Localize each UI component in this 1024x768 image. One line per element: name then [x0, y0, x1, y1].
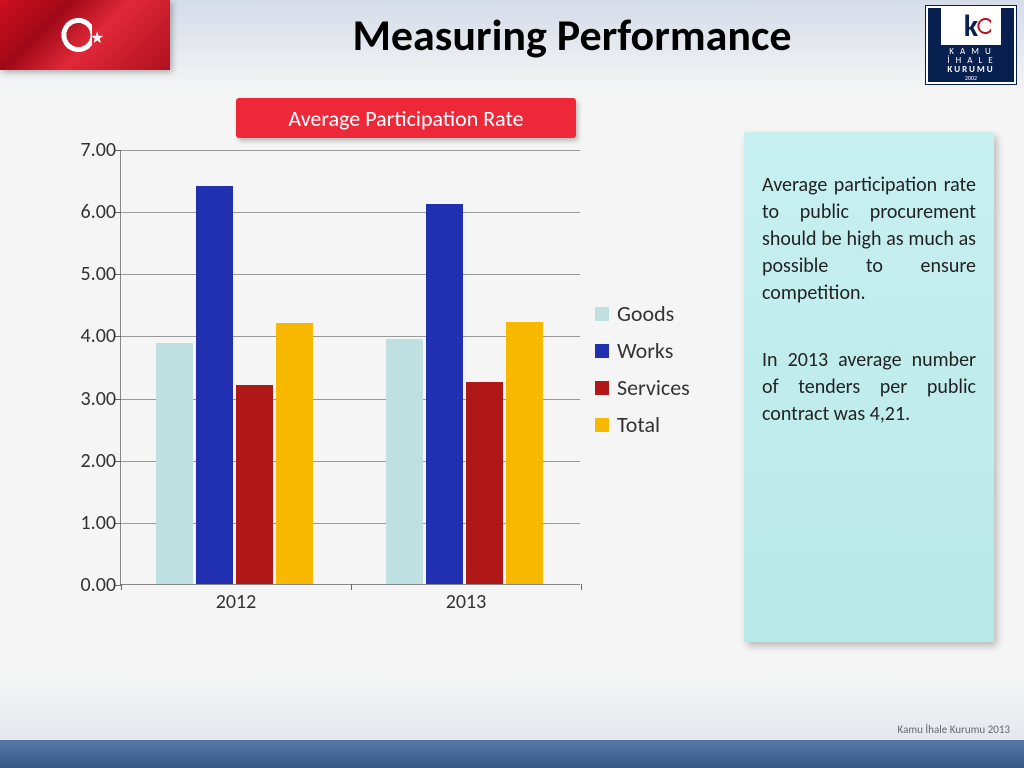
x-tick-label: 2012	[216, 590, 257, 614]
legend-label: Total	[617, 411, 660, 438]
chart-title: Average Participation Rate	[236, 98, 576, 138]
legend-item: Works	[595, 337, 690, 364]
legend-swatch	[595, 381, 609, 395]
footer-text: Kamu İhale Kurumu 2013	[898, 723, 1010, 736]
logo-letter: k	[941, 8, 1001, 45]
legend-swatch	[595, 418, 609, 432]
y-tick-label: 7.00	[66, 138, 116, 162]
turkish-flag: ★	[0, 0, 170, 70]
legend-swatch	[595, 344, 609, 358]
info-paragraph-2: In 2013 average number of tenders per pu…	[762, 347, 976, 428]
chart-legend: Goods Works Services Total	[595, 300, 690, 448]
info-panel: Average participation rate to public pro…	[744, 132, 994, 642]
slide-title: Measuring Performance	[120, 8, 1024, 62]
footer-bar	[0, 740, 1024, 768]
legend-label: Works	[617, 337, 673, 364]
legend-label: Services	[617, 374, 690, 401]
y-tick-label: 3.00	[66, 387, 116, 411]
y-tick-label: 6.00	[66, 200, 116, 224]
x-tick-label: 2013	[446, 590, 487, 614]
legend-swatch	[595, 307, 609, 321]
agency-logo: k K A M U İ H A L E KURUMU 2002	[926, 6, 1016, 84]
legend-item: Goods	[595, 300, 690, 327]
legend-item: Total	[595, 411, 690, 438]
bar-chart: 0.001.002.003.004.005.006.007.0020122013…	[50, 150, 730, 650]
bar	[426, 204, 463, 584]
bar	[506, 322, 543, 584]
info-paragraph-1: Average participation rate to public pro…	[762, 172, 976, 307]
y-tick-label: 0.00	[66, 573, 116, 597]
y-tick-label: 5.00	[66, 262, 116, 286]
y-tick-label: 2.00	[66, 449, 116, 473]
legend-item: Services	[595, 374, 690, 401]
y-tick-label: 4.00	[66, 324, 116, 348]
legend-label: Goods	[617, 300, 674, 327]
bar	[196, 186, 233, 584]
bar	[236, 385, 273, 584]
bar	[276, 323, 313, 584]
bar	[156, 343, 193, 584]
bar	[466, 382, 503, 584]
bar	[386, 339, 423, 584]
y-tick-label: 1.00	[66, 511, 116, 535]
